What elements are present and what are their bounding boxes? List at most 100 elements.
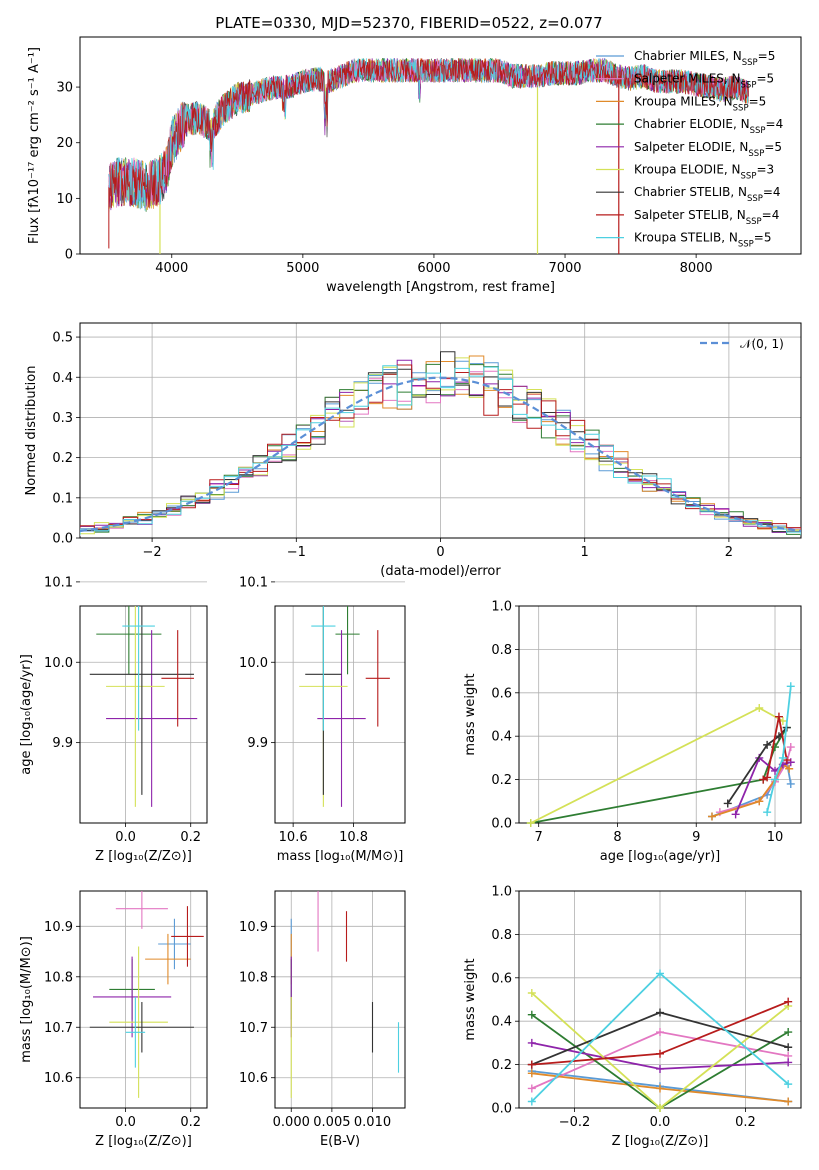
mass-weight-marker (763, 740, 772, 749)
legend-entry-subscript: SSP (741, 172, 757, 182)
error-bar-point (93, 956, 172, 1038)
x-tick-label: 0.2 (180, 830, 201, 845)
legend-entry-name: Salpeter ELODIE, N (634, 140, 748, 154)
x-tick-label: 5000 (286, 261, 319, 276)
axes-frame (79, 605, 208, 824)
y-tick-label: 10.8 (239, 970, 268, 985)
axes-frame (274, 605, 406, 824)
error-bar-point (125, 996, 146, 1068)
y-axis-label: age [log₁₀(age/yr)] (19, 654, 34, 775)
legend-entry: Kroupa ELODIE, NSSP=3 (634, 163, 774, 182)
mass-weight-series-line (531, 1013, 789, 1108)
mass-weight-marker (527, 1038, 536, 1047)
x-axis-label: E(B-V) (320, 1134, 360, 1149)
x-tick-label: 0.0 (650, 1115, 671, 1130)
y-axis-label: Normed distribution (24, 366, 39, 496)
legend-entry-subscript: SSP (748, 149, 764, 159)
legend-entry-count: =3 (756, 163, 774, 177)
x-tick-label: 8 (613, 830, 621, 845)
mass-weight-marker (656, 1028, 664, 1037)
mass-weight-marker (527, 1010, 536, 1019)
mass-weight-marker (784, 1058, 793, 1067)
y-tick-label: 0.2 (491, 1058, 512, 1073)
x-tick-label: −1 (287, 545, 306, 560)
y-tick-label: 0.0 (52, 532, 73, 547)
legend-entry-count: =4 (762, 208, 780, 222)
error-bar-point (158, 918, 191, 970)
mass-weight-series-line (530, 727, 788, 823)
x-tick-label: −2 (143, 545, 162, 560)
mass-weight-marker (527, 1084, 536, 1093)
mass-weight-marker (656, 1049, 664, 1058)
mass-weight-marker (527, 1060, 536, 1069)
y-tick-label: 10.8 (44, 970, 73, 985)
legend-entry-name: Chabrier STELIB, N (634, 185, 747, 199)
x-axis-label: age [log₁₀(age/yr)] (600, 849, 721, 864)
error-bar-point (161, 630, 194, 727)
y-tick-label: 0.4 (52, 371, 73, 386)
mass-weight-marker (656, 1008, 664, 1017)
mass-weight-series-line (762, 716, 788, 781)
y-tick-label: 10.0 (44, 656, 73, 671)
mass-weight-marker (656, 1084, 664, 1093)
error-bar-point (145, 554, 178, 602)
legend-entry-count: =5 (758, 49, 776, 63)
x-axis-label: wavelength [Angstrom, rest frame] (326, 280, 555, 295)
mass-weight-marker (784, 1097, 793, 1106)
gaussian-reference-curve (80, 376, 801, 533)
y-tick-label: 0.6 (491, 971, 512, 986)
x-tick-label: 4000 (155, 261, 188, 276)
mass-weight-marker (527, 988, 536, 997)
legend-entry-count: =5 (754, 231, 772, 245)
legend-entry-name: Salpeter STELIB, N (634, 208, 746, 222)
legend-entry-name: Kroupa MILES, N (634, 94, 733, 108)
x-tick-label: 0 (436, 545, 444, 560)
x-tick-label: 0.0 (115, 830, 136, 845)
error-bar-point (109, 946, 168, 1098)
legend-entry: Kroupa MILES, NSSP=5 (634, 94, 766, 113)
mass-weight-marker (784, 1028, 793, 1037)
mass-weight-marker (763, 773, 772, 782)
spectrum-series-line (108, 58, 749, 209)
legend-entry-count: =5 (764, 140, 782, 154)
mass-weight-marker (707, 812, 716, 821)
legend-entry: Chabrier ELODIE, NSSP=4 (634, 117, 783, 136)
y-axis-label: mass weight (463, 958, 478, 1040)
error-bar-point (96, 606, 162, 675)
legend-entry: Chabrier STELIB, NSSP=4 (634, 185, 781, 204)
figure-title: PLATE=0330, MJD=52370, FIBERID=0522, z=0… (215, 14, 602, 32)
mass-weight-series-line (531, 992, 789, 1108)
y-tick-label: 10.6 (44, 1071, 73, 1086)
x-tick-label: −0.2 (559, 1115, 591, 1130)
error-bar-point (106, 606, 165, 807)
y-tick-label: 0.8 (491, 643, 512, 658)
legend-entry: Salpeter ELODIE, NSSP=5 (634, 140, 782, 159)
error-bar-point (357, 554, 381, 602)
x-tick-label: 10.6 (279, 830, 308, 845)
mass-weight-marker (784, 1080, 793, 1089)
error-bar-point (171, 906, 204, 967)
mass-weight-marker (786, 682, 795, 691)
y-tick-label: 0.4 (491, 730, 512, 745)
legend-entry-subscript: SSP (750, 126, 766, 136)
x-axis-label: Z [log₁₀(Z/Z⊙)] (612, 1134, 709, 1149)
legend-entry: 𝒩(0, 1) (740, 337, 784, 351)
y-tick-label: 0.5 (52, 331, 73, 346)
legend-entry-count: =4 (766, 117, 784, 131)
x-tick-label: 0.0 (115, 1115, 136, 1130)
legend-entry-name: Kroupa STELIB, N (634, 231, 738, 245)
y-tick-label: 0.2 (52, 451, 73, 466)
legend-entry-subscript: SSP (738, 240, 754, 250)
error-bar-point (89, 1002, 194, 1053)
x-tick-label: 1 (581, 545, 589, 560)
y-tick-label: 30 (56, 81, 73, 96)
y-tick-label: 10 (56, 192, 73, 207)
legend-entry-name: Salpeter MILES, N (634, 72, 741, 86)
mass-weight-marker (527, 1097, 536, 1106)
legend-entry: Salpeter MILES, NSSP=5 (634, 72, 774, 91)
legend-entry: Chabrier MILES, NSSP=5 (634, 49, 775, 68)
x-tick-label: 6000 (417, 261, 450, 276)
y-tick-label: 9.9 (52, 736, 73, 751)
axes-frame (79, 36, 802, 255)
x-axis-label: Z [log₁₀(Z/Z⊙)] (95, 849, 192, 864)
